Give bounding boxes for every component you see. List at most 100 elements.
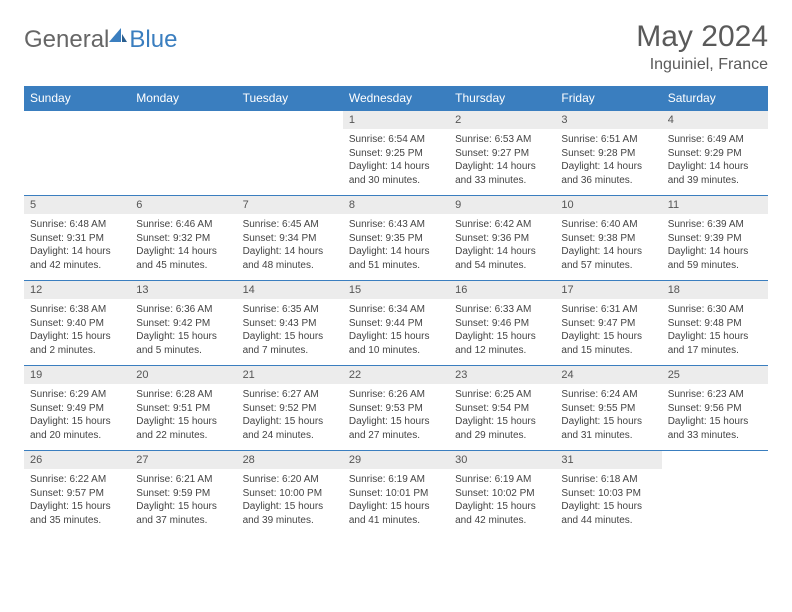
day2-text: and 36 minutes.	[561, 174, 655, 188]
sunset-text: Sunset: 9:35 PM	[349, 232, 443, 246]
title-block: May 2024 Inguiniel, France	[636, 20, 768, 74]
day-number-cell: 21	[237, 366, 343, 385]
day1-text: Daylight: 15 hours	[243, 500, 337, 514]
weekday-header: Saturday	[662, 86, 768, 111]
day-detail-cell: Sunrise: 6:24 AMSunset: 9:55 PMDaylight:…	[555, 384, 661, 451]
day-number-cell	[130, 111, 236, 130]
sunrise-text: Sunrise: 6:35 AM	[243, 303, 337, 317]
day-detail-cell: Sunrise: 6:53 AMSunset: 9:27 PMDaylight:…	[449, 129, 555, 196]
day-number-cell: 8	[343, 196, 449, 215]
day-number-cell: 6	[130, 196, 236, 215]
day-detail-cell: Sunrise: 6:29 AMSunset: 9:49 PMDaylight:…	[24, 384, 130, 451]
sunrise-text: Sunrise: 6:27 AM	[243, 388, 337, 402]
day2-text: and 15 minutes.	[561, 344, 655, 358]
day-number-cell: 26	[24, 451, 130, 470]
logo: General Blue	[24, 26, 177, 54]
day1-text: Daylight: 15 hours	[668, 415, 762, 429]
day-detail-cell: Sunrise: 6:39 AMSunset: 9:39 PMDaylight:…	[662, 214, 768, 281]
day-number-cell: 30	[449, 451, 555, 470]
header: General Blue May 2024 Inguiniel, France	[24, 20, 768, 74]
sunset-text: Sunset: 9:31 PM	[30, 232, 124, 246]
weekday-header: Thursday	[449, 86, 555, 111]
day-detail-cell: Sunrise: 6:45 AMSunset: 9:34 PMDaylight:…	[237, 214, 343, 281]
day1-text: Daylight: 15 hours	[561, 500, 655, 514]
sunset-text: Sunset: 9:34 PM	[243, 232, 337, 246]
sunset-text: Sunset: 9:52 PM	[243, 402, 337, 416]
day1-text: Daylight: 14 hours	[455, 160, 549, 174]
sunset-text: Sunset: 9:57 PM	[30, 487, 124, 501]
day2-text: and 37 minutes.	[136, 514, 230, 528]
sunrise-text: Sunrise: 6:34 AM	[349, 303, 443, 317]
day-number-cell: 2	[449, 111, 555, 130]
day2-text: and 24 minutes.	[243, 429, 337, 443]
day-detail-cell: Sunrise: 6:27 AMSunset: 9:52 PMDaylight:…	[237, 384, 343, 451]
day-number-cell: 17	[555, 281, 661, 300]
day2-text: and 12 minutes.	[455, 344, 549, 358]
day1-text: Daylight: 15 hours	[243, 330, 337, 344]
day-detail-cell: Sunrise: 6:28 AMSunset: 9:51 PMDaylight:…	[130, 384, 236, 451]
day-detail-cell: Sunrise: 6:54 AMSunset: 9:25 PMDaylight:…	[343, 129, 449, 196]
sunset-text: Sunset: 9:51 PM	[136, 402, 230, 416]
weekday-header: Wednesday	[343, 86, 449, 111]
day-number-cell: 1	[343, 111, 449, 130]
sunset-text: Sunset: 9:55 PM	[561, 402, 655, 416]
sunrise-text: Sunrise: 6:53 AM	[455, 133, 549, 147]
day2-text: and 54 minutes.	[455, 259, 549, 273]
day1-text: Daylight: 15 hours	[455, 415, 549, 429]
sunrise-text: Sunrise: 6:38 AM	[30, 303, 124, 317]
day1-text: Daylight: 14 hours	[136, 245, 230, 259]
day1-text: Daylight: 14 hours	[668, 160, 762, 174]
day-detail-cell: Sunrise: 6:40 AMSunset: 9:38 PMDaylight:…	[555, 214, 661, 281]
day-number-cell: 25	[662, 366, 768, 385]
day-number-cell	[237, 111, 343, 130]
day2-text: and 5 minutes.	[136, 344, 230, 358]
day2-text: and 7 minutes.	[243, 344, 337, 358]
day1-text: Daylight: 15 hours	[349, 330, 443, 344]
day-detail-cell: Sunrise: 6:18 AMSunset: 10:03 PMDaylight…	[555, 469, 661, 535]
day1-text: Daylight: 14 hours	[30, 245, 124, 259]
sunset-text: Sunset: 9:36 PM	[455, 232, 549, 246]
sunrise-text: Sunrise: 6:24 AM	[561, 388, 655, 402]
sunset-text: Sunset: 9:53 PM	[349, 402, 443, 416]
day-detail-cell	[130, 129, 236, 196]
day-number-cell: 23	[449, 366, 555, 385]
sunrise-text: Sunrise: 6:22 AM	[30, 473, 124, 487]
day-detail-cell: Sunrise: 6:19 AMSunset: 10:01 PMDaylight…	[343, 469, 449, 535]
sunset-text: Sunset: 9:32 PM	[136, 232, 230, 246]
day2-text: and 30 minutes.	[349, 174, 443, 188]
day2-text: and 35 minutes.	[30, 514, 124, 528]
day2-text: and 33 minutes.	[455, 174, 549, 188]
day2-text: and 2 minutes.	[30, 344, 124, 358]
day-detail-cell: Sunrise: 6:21 AMSunset: 9:59 PMDaylight:…	[130, 469, 236, 535]
calendar-table: SundayMondayTuesdayWednesdayThursdayFrid…	[24, 86, 768, 535]
day1-text: Daylight: 15 hours	[136, 415, 230, 429]
day2-text: and 44 minutes.	[561, 514, 655, 528]
day1-text: Daylight: 15 hours	[349, 415, 443, 429]
day1-text: Daylight: 14 hours	[561, 245, 655, 259]
day2-text: and 29 minutes.	[455, 429, 549, 443]
day2-text: and 41 minutes.	[349, 514, 443, 528]
day2-text: and 42 minutes.	[455, 514, 549, 528]
day-number-cell: 13	[130, 281, 236, 300]
day1-text: Daylight: 15 hours	[136, 330, 230, 344]
day-number-row: 12131415161718	[24, 281, 768, 300]
day2-text: and 51 minutes.	[349, 259, 443, 273]
day-detail-cell: Sunrise: 6:20 AMSunset: 10:00 PMDaylight…	[237, 469, 343, 535]
day1-text: Daylight: 15 hours	[455, 330, 549, 344]
day-number-row: 262728293031	[24, 451, 768, 470]
logo-sail-icon	[109, 26, 127, 42]
day-number-cell: 7	[237, 196, 343, 215]
sunrise-text: Sunrise: 6:45 AM	[243, 218, 337, 232]
day-detail-row: Sunrise: 6:22 AMSunset: 9:57 PM Daylight:…	[24, 469, 768, 535]
sunset-text: Sunset: 9:56 PM	[668, 402, 762, 416]
day-detail-row: Sunrise: 6:54 AMSunset: 9:25 PMDaylight:…	[24, 129, 768, 196]
day-detail-cell: Sunrise: 6:33 AMSunset: 9:46 PMDaylight:…	[449, 299, 555, 366]
sunset-text: Sunset: 10:03 PM	[561, 487, 655, 501]
day1-text: Daylight: 14 hours	[349, 160, 443, 174]
day2-text: and 17 minutes.	[668, 344, 762, 358]
sunset-text: Sunset: 9:40 PM	[30, 317, 124, 331]
sunrise-text: Sunrise: 6:42 AM	[455, 218, 549, 232]
day-detail-cell: Sunrise: 6:26 AMSunset: 9:53 PMDaylight:…	[343, 384, 449, 451]
sunrise-text: Sunrise: 6:33 AM	[455, 303, 549, 317]
sunrise-text: Sunrise: 6:19 AM	[455, 473, 549, 487]
